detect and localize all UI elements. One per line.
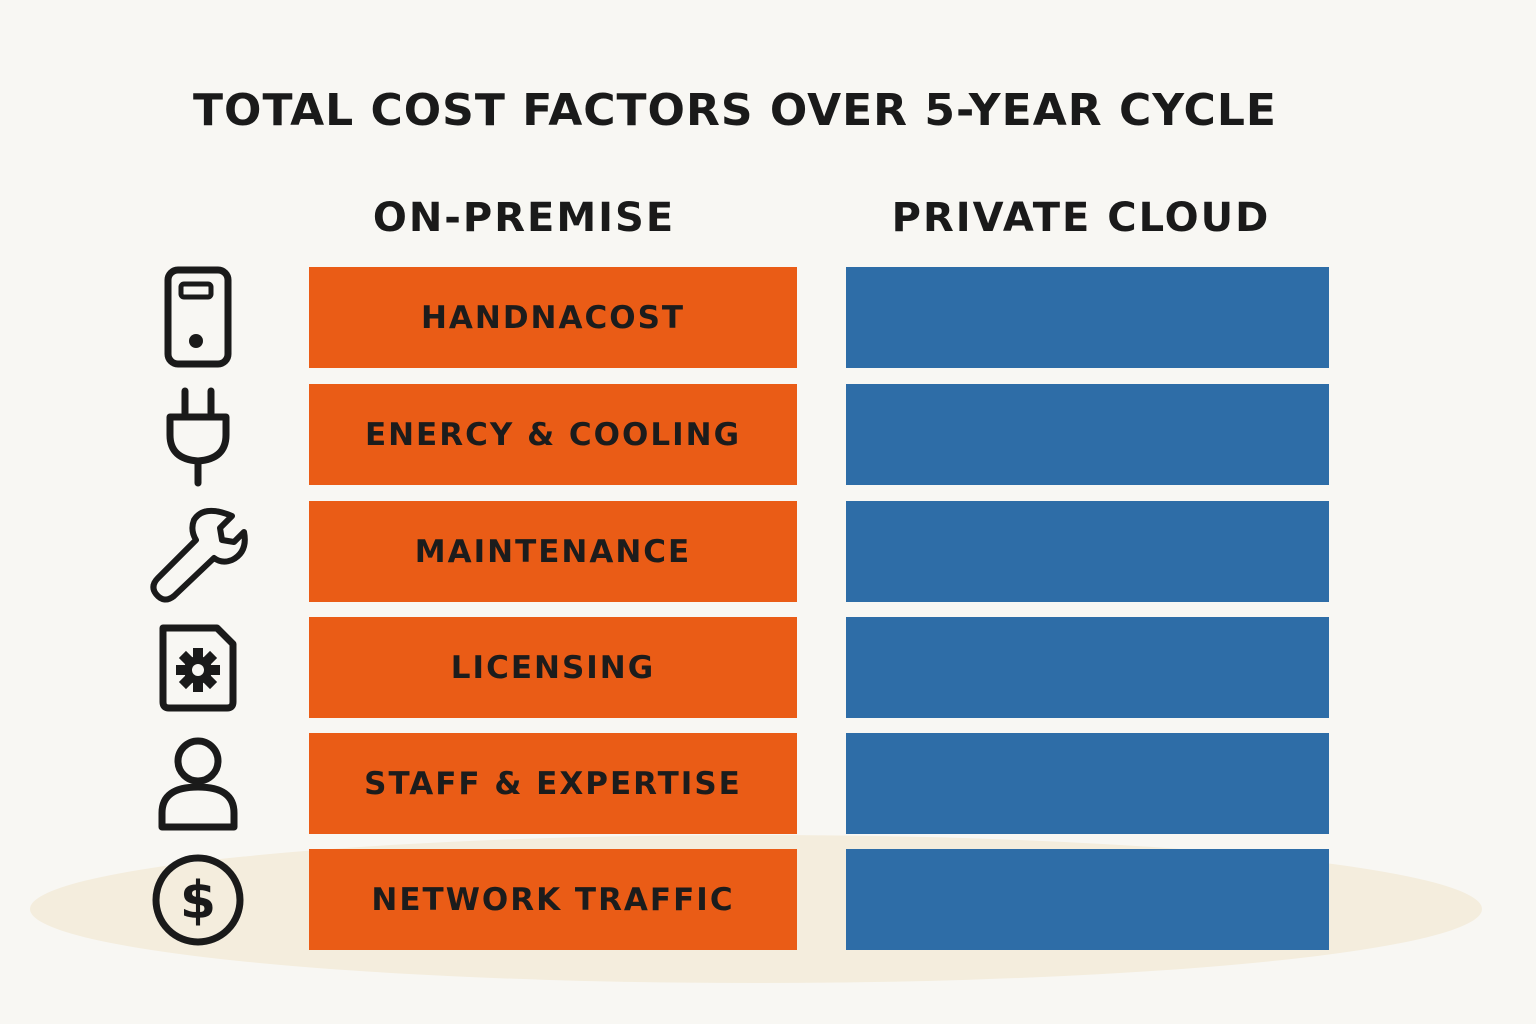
cost-factor-label: STAFF & EXPERTISE xyxy=(364,765,742,802)
svg-text:$: $ xyxy=(180,871,216,931)
cost-row-licensing: LICENSING xyxy=(0,617,1536,718)
cost-factor-label: MAINTENANCE xyxy=(414,533,692,570)
private-cloud-bar xyxy=(846,267,1329,368)
person-icon xyxy=(148,733,248,834)
cost-row-maintenance: MAINTENANCE xyxy=(0,501,1536,602)
on-premise-bar: MAINTENANCE xyxy=(309,501,797,602)
page-title: TOTAL COST FACTORS OVER 5-YEAR CYCLE xyxy=(193,85,1277,136)
on-premise-bar: STAFF & EXPERTISE xyxy=(309,733,797,834)
cost-factor-label: LICENSING xyxy=(450,649,656,686)
column-header-on-premise: ON-PREMISE xyxy=(372,195,676,241)
power-plug-icon xyxy=(148,384,248,486)
private-cloud-bar xyxy=(846,501,1329,602)
cost-factor-label: HANDNACOST xyxy=(420,299,686,336)
private-cloud-bar xyxy=(846,733,1329,834)
on-premise-bar: HANDNACOST xyxy=(309,267,797,368)
private-cloud-bar xyxy=(846,617,1329,718)
private-cloud-bar xyxy=(846,849,1329,950)
private-cloud-bar xyxy=(846,384,1329,485)
license-gear-icon xyxy=(148,617,248,718)
on-premise-bar: NETWORK TRAFFIC xyxy=(309,849,797,950)
wrench-icon xyxy=(148,501,248,602)
on-premise-bar: ENERCY & COOLING xyxy=(309,384,797,485)
dollar-coin-icon: $ xyxy=(148,849,248,950)
cost-row-staff: STAFF & EXPERTISE xyxy=(0,733,1536,834)
cost-factor-label: NETWORK TRAFFIC xyxy=(371,881,735,918)
cost-row-energy: ENERCY & COOLING xyxy=(0,384,1536,486)
server-icon xyxy=(148,266,248,368)
cost-row-network: $ NETWORK TRAFFIC xyxy=(0,849,1536,950)
on-premise-bar: LICENSING xyxy=(309,617,797,718)
column-header-private-cloud: PRIVATE CLOUD xyxy=(891,195,1271,241)
cost-factor-label: ENERCY & COOLING xyxy=(364,416,742,453)
cost-row-hardware: HANDNACOST xyxy=(0,266,1536,368)
